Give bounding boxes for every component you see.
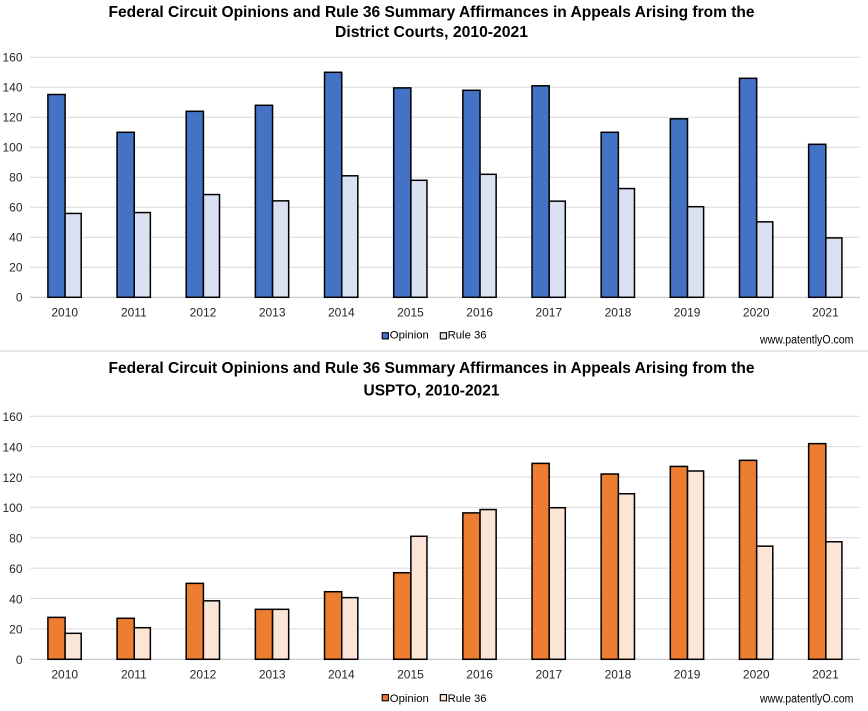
svg-text:2010: 2010 (51, 306, 78, 320)
svg-text:2011: 2011 (121, 306, 147, 320)
svg-text:2016: 2016 (466, 668, 493, 682)
svg-text:2014: 2014 (328, 668, 355, 682)
svg-text:80: 80 (9, 532, 23, 546)
svg-text:40: 40 (9, 592, 23, 606)
svg-text:2014: 2014 (328, 306, 355, 320)
svg-text:140: 140 (2, 440, 22, 454)
svg-text:Rule 36: Rule 36 (448, 693, 487, 705)
svg-text:2018: 2018 (605, 306, 632, 320)
svg-text:Rule 36: Rule 36 (448, 330, 487, 342)
svg-text:2021: 2021 (812, 306, 839, 320)
svg-text:2019: 2019 (674, 668, 701, 682)
svg-text:160: 160 (2, 410, 22, 424)
svg-text:2015: 2015 (397, 306, 424, 320)
svg-text:USPTO, 2010-2021: USPTO, 2010-2021 (364, 383, 500, 400)
svg-text:120: 120 (2, 111, 22, 125)
svg-text:District Courts, 2010-2021: District Courts, 2010-2021 (335, 24, 528, 41)
svg-text:60: 60 (9, 201, 23, 215)
svg-text:2017: 2017 (535, 668, 562, 682)
svg-text:160: 160 (2, 51, 22, 65)
svg-text:2021: 2021 (812, 668, 839, 682)
svg-text:2017: 2017 (535, 306, 562, 320)
svg-text:2011: 2011 (121, 668, 147, 682)
svg-text:80: 80 (9, 171, 23, 185)
svg-text:Federal Circuit Opinions and R: Federal Circuit Opinions and Rule 36 Sum… (109, 360, 755, 377)
svg-text:100: 100 (2, 141, 22, 155)
svg-text:140: 140 (2, 81, 22, 95)
svg-text:2018: 2018 (605, 668, 632, 682)
svg-text:Opinion: Opinion (390, 693, 429, 705)
svg-text:20: 20 (9, 623, 23, 637)
svg-text:40: 40 (9, 231, 23, 245)
svg-text:0: 0 (16, 291, 23, 305)
svg-text:120: 120 (2, 471, 22, 485)
svg-text:www.patentlyO.com: www.patentlyO.com (759, 334, 853, 346)
svg-text:2013: 2013 (259, 306, 286, 320)
svg-text:0: 0 (16, 653, 23, 667)
svg-text:2020: 2020 (743, 668, 770, 682)
svg-text:2019: 2019 (674, 306, 701, 320)
svg-text:Federal Circuit Opinions and R: Federal Circuit Opinions and Rule 36 Sum… (109, 4, 755, 21)
svg-text:20: 20 (9, 261, 23, 275)
svg-text:2012: 2012 (190, 668, 217, 682)
svg-text:2010: 2010 (51, 668, 78, 682)
svg-text:60: 60 (9, 562, 23, 576)
svg-text:www.patentlyO.com: www.patentlyO.com (759, 694, 853, 706)
svg-text:Opinion: Opinion (390, 330, 429, 342)
svg-text:2020: 2020 (743, 306, 770, 320)
svg-text:2015: 2015 (397, 668, 424, 682)
svg-text:100: 100 (2, 501, 22, 515)
svg-text:2013: 2013 (259, 668, 286, 682)
svg-text:2012: 2012 (190, 306, 217, 320)
svg-text:2016: 2016 (466, 306, 493, 320)
